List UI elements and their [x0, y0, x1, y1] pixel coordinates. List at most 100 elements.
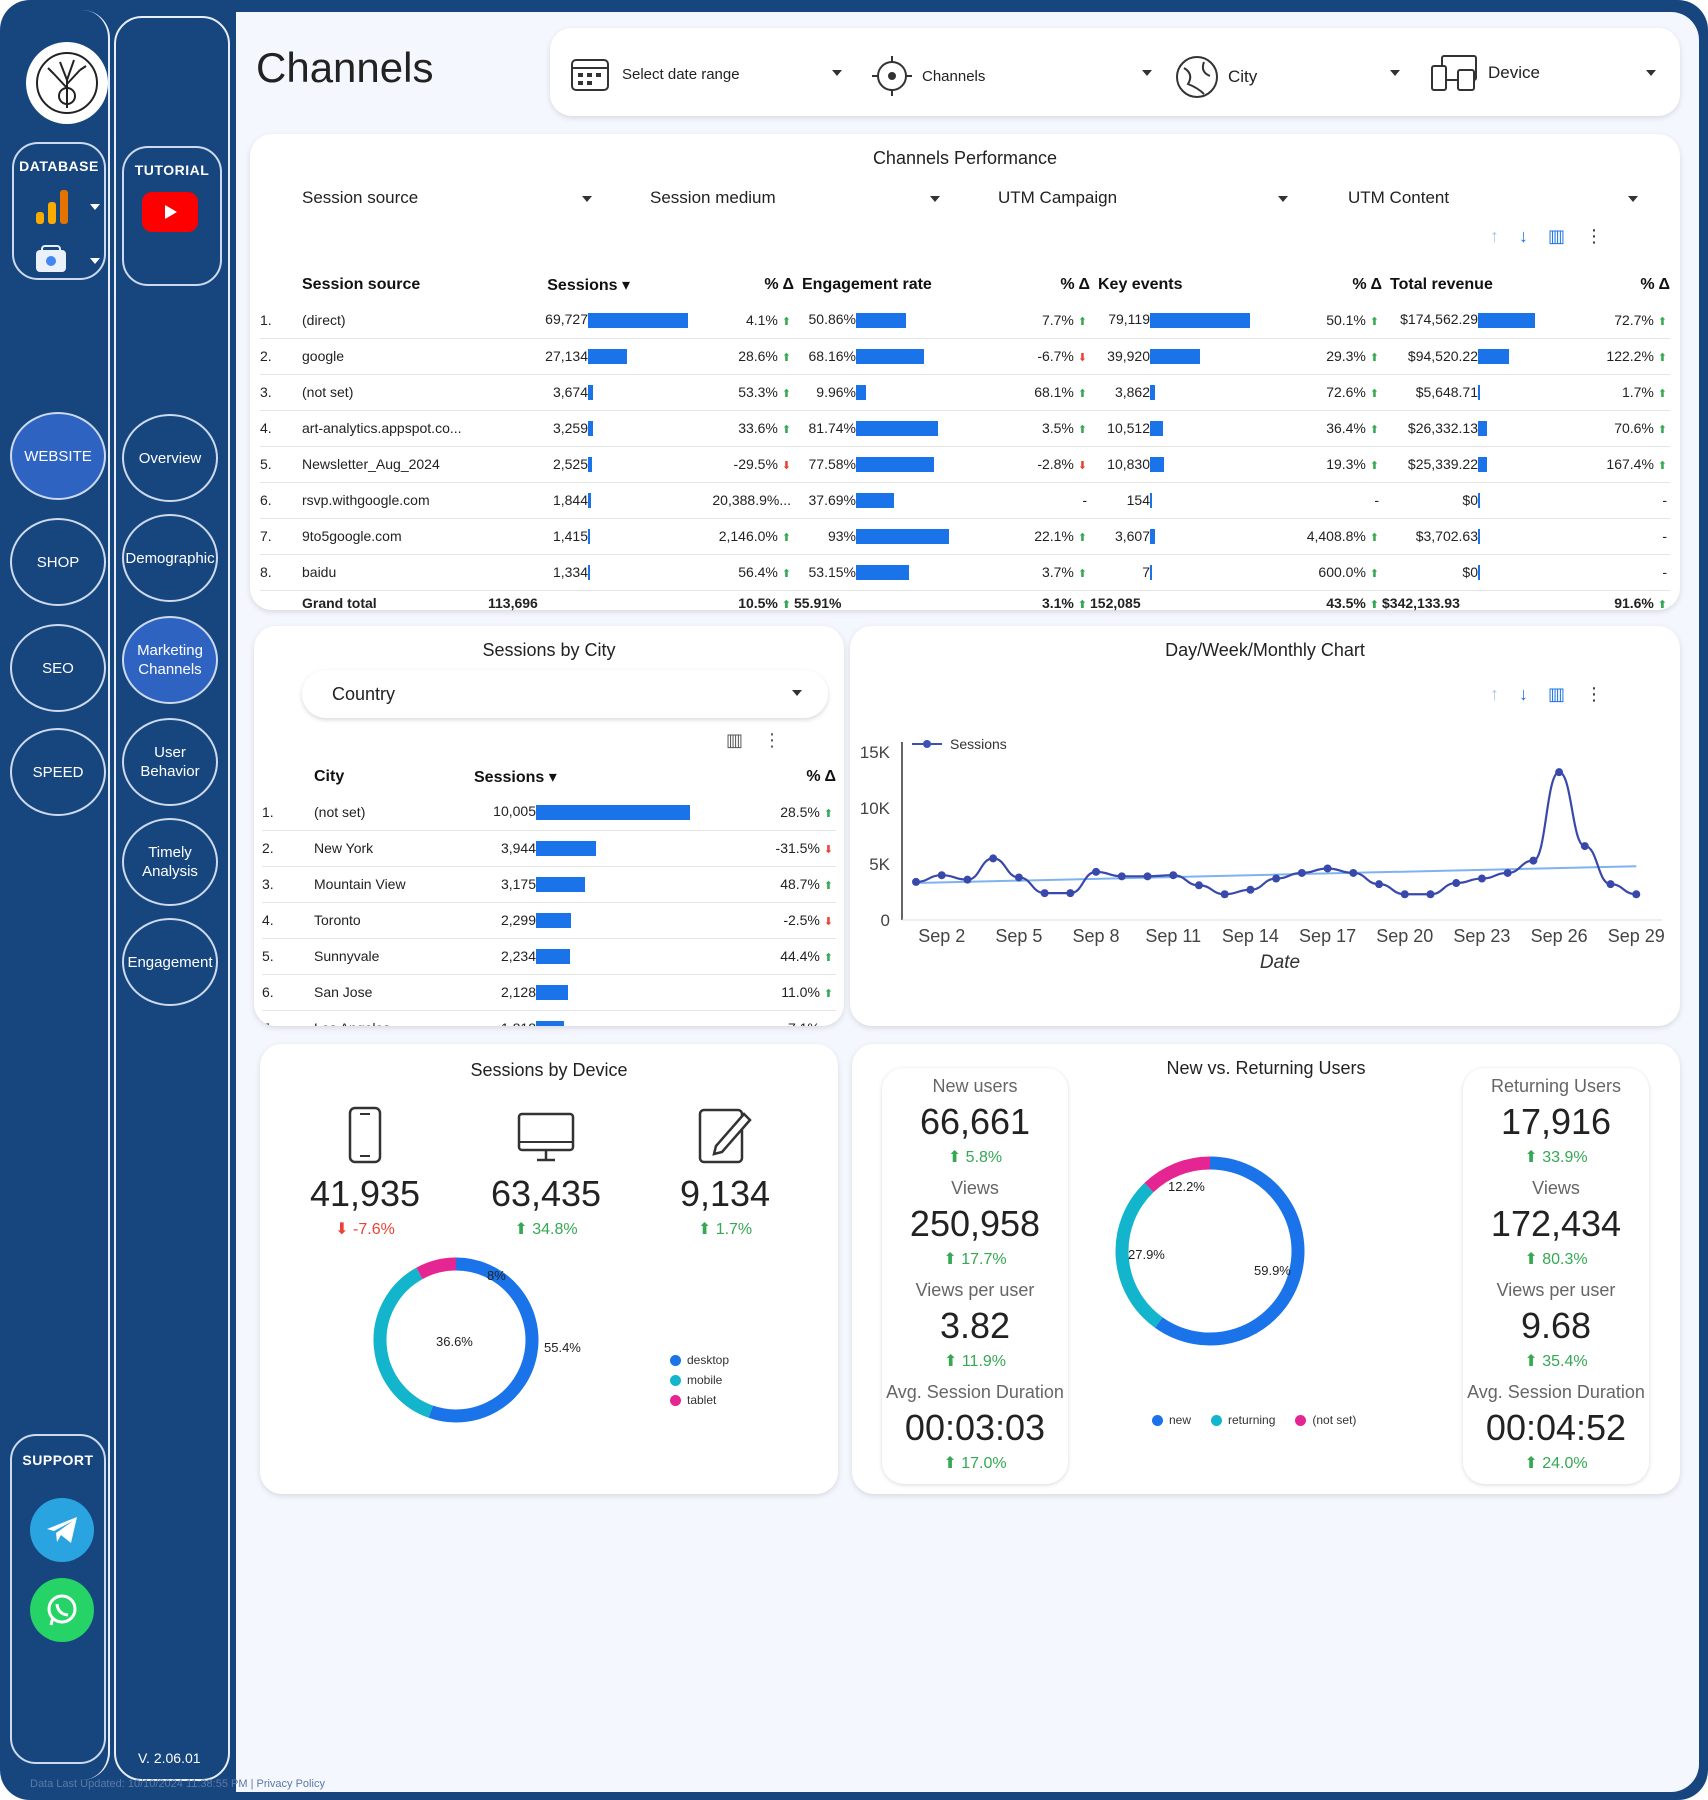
- data-point[interactable]: [1323, 864, 1332, 873]
- data-point[interactable]: [1169, 871, 1178, 880]
- legend-tablet[interactable]: tablet: [670, 1390, 729, 1410]
- nav-user-behavior[interactable]: User Behavior: [122, 718, 218, 806]
- table-row[interactable]: 7. 9to5google.com 1,415 2,146.0% ⬆ 93% 22.1% …: [260, 518, 1670, 555]
- chart-settings-icon[interactable]: ▥: [1548, 226, 1566, 246]
- data-point[interactable]: [1143, 872, 1152, 881]
- nav-overview[interactable]: Overview: [122, 414, 218, 502]
- sort-down-icon[interactable]: ↓: [1519, 226, 1528, 246]
- data-point[interactable]: [1426, 890, 1435, 899]
- brand-logo[interactable]: [26, 42, 108, 124]
- data-point[interactable]: [937, 871, 946, 880]
- col-key-events[interactable]: Key events: [1098, 276, 1183, 293]
- data-point[interactable]: [1220, 890, 1229, 899]
- data-point[interactable]: [1066, 889, 1075, 898]
- data-point[interactable]: [963, 875, 972, 884]
- youtube-icon[interactable]: [142, 192, 198, 232]
- device-slice-2[interactable]: [416, 1257, 457, 1280]
- sort-down-icon[interactable]: ↓: [1519, 684, 1528, 704]
- legend-desktop[interactable]: desktop: [670, 1350, 729, 1370]
- sort-up-icon[interactable]: ↑: [1490, 226, 1499, 246]
- users-slice-0[interactable]: [1154, 1156, 1305, 1346]
- table-row[interactable]: 5. Sunnyvale 2,234 44.4% ⬆: [262, 938, 836, 975]
- nav-timely-analysis[interactable]: Timely Analysis: [122, 818, 218, 906]
- table-row[interactable]: 3. (not set) 3,674 53.3% ⬆ 9.96% 68.1% ⬆ 3,862…: [260, 374, 1670, 411]
- whatsapp-icon[interactable]: [30, 1578, 94, 1642]
- legend-not-set[interactable]: (not set): [1295, 1410, 1356, 1430]
- table-row[interactable]: 1. (not set) 10,005 28.5% ⬆: [262, 794, 836, 831]
- shop-bag-icon[interactable]: [34, 244, 68, 279]
- table-row[interactable]: 1. (direct) 69,727 4.1% ⬆ 50.86% 7.7% ⬆ 79,119…: [260, 302, 1670, 339]
- col-sessions-delta[interactable]: % Δ: [764, 276, 794, 293]
- col-city-sessions[interactable]: Sessions ▾: [474, 769, 557, 786]
- sort-up-icon[interactable]: ↑: [1490, 684, 1499, 704]
- data-point[interactable]: [1117, 872, 1126, 881]
- data-point[interactable]: [1632, 890, 1641, 899]
- chevron-down-icon[interactable]: [90, 204, 100, 210]
- table-row[interactable]: 5. Newsletter_Aug_2024 2,525 -29.5% ⬇ 77.58%…: [260, 446, 1670, 483]
- device-slice-0[interactable]: [428, 1257, 539, 1423]
- device-filter[interactable]: Device: [1430, 54, 1660, 92]
- legend-new[interactable]: new: [1152, 1410, 1191, 1430]
- session-source-filter[interactable]: Session source: [302, 188, 592, 208]
- session-medium-filter[interactable]: Session medium: [650, 188, 940, 208]
- city-filter[interactable]: City: [1174, 54, 1404, 100]
- data-point[interactable]: [1014, 873, 1023, 882]
- analytics-icon[interactable]: [32, 188, 72, 231]
- nav-marketing-channels[interactable]: Marketing Channels: [122, 616, 218, 704]
- col-total-revenue[interactable]: Total revenue: [1390, 276, 1493, 293]
- nav-seo[interactable]: SEO: [10, 624, 106, 712]
- data-point[interactable]: [1400, 890, 1409, 899]
- nav-shop[interactable]: SHOP: [10, 518, 106, 606]
- table-row[interactable]: 2. New York 3,944 -31.5% ⬇: [262, 830, 836, 867]
- col-engagement-delta[interactable]: % Δ: [1060, 276, 1090, 293]
- col-key-events-delta[interactable]: % Δ: [1352, 276, 1382, 293]
- users-slice-1[interactable]: [1115, 1182, 1163, 1328]
- telegram-icon[interactable]: [30, 1498, 94, 1562]
- table-row[interactable]: 4. art-analytics.appspot.co... 3,259 33.6% …: [260, 410, 1670, 447]
- data-point[interactable]: [1452, 879, 1461, 888]
- table-row[interactable]: 2. google 27,134 28.6% ⬆ 68.16% -6.7% ⬇ 39,920…: [260, 338, 1670, 375]
- legend-mobile[interactable]: mobile: [670, 1370, 729, 1390]
- nav-demographic[interactable]: Demographic: [122, 514, 218, 602]
- more-options-icon[interactable]: ⋮: [1585, 684, 1604, 704]
- col-engagement-rate[interactable]: Engagement rate: [802, 276, 932, 293]
- utm-campaign-filter[interactable]: UTM Campaign: [998, 188, 1288, 208]
- utm-content-filter[interactable]: UTM Content: [1348, 188, 1638, 208]
- data-point[interactable]: [1272, 874, 1281, 883]
- data-point[interactable]: [1529, 856, 1538, 865]
- chart-settings-icon[interactable]: ▥: [726, 730, 744, 750]
- more-options-icon[interactable]: ⋮: [763, 730, 782, 750]
- chart-settings-icon[interactable]: ▥: [1548, 684, 1566, 704]
- table-row[interactable]: 6. San Jose 2,128 11.0% ⬆: [262, 974, 836, 1011]
- data-point[interactable]: [1349, 868, 1358, 877]
- device-slice-1[interactable]: [373, 1267, 433, 1418]
- col-session-source[interactable]: Session source: [302, 276, 421, 293]
- data-point[interactable]: [989, 854, 998, 863]
- data-point[interactable]: [1194, 881, 1203, 890]
- country-filter[interactable]: Country: [302, 670, 828, 718]
- data-point[interactable]: [1606, 880, 1615, 889]
- col-city[interactable]: City: [314, 768, 345, 785]
- data-point[interactable]: [1246, 885, 1255, 894]
- data-point[interactable]: [1503, 868, 1512, 877]
- data-point[interactable]: [1040, 889, 1049, 898]
- data-point[interactable]: [1297, 868, 1306, 877]
- chevron-down-icon[interactable]: [90, 258, 100, 264]
- nav-speed[interactable]: SPEED: [10, 728, 106, 816]
- nav-engagement[interactable]: Engagement: [122, 918, 218, 1006]
- more-options-icon[interactable]: ⋮: [1585, 226, 1604, 246]
- table-row[interactable]: 8. baidu 1,334 56.4% ⬆ 53.15% 3.7% ⬆ 7 600.0% ⬆…: [260, 554, 1670, 591]
- table-row[interactable]: 6. rsvp.withgoogle.com 1,844 20,388.9%... 3…: [260, 482, 1670, 519]
- col-sessions[interactable]: Sessions ▾: [547, 277, 630, 294]
- nav-website[interactable]: WEBSITE: [10, 412, 106, 500]
- table-row[interactable]: 3. Mountain View 3,175 48.7% ⬆: [262, 866, 836, 903]
- date-range-filter[interactable]: Select date range: [570, 54, 850, 94]
- channels-filter[interactable]: Channels: [870, 54, 1152, 98]
- col-city-delta[interactable]: % Δ: [806, 768, 836, 785]
- table-row[interactable]: 7.Los Angeles1,8187.1% ⬆: [262, 1010, 836, 1026]
- data-point[interactable]: [912, 877, 920, 886]
- data-point[interactable]: [1375, 880, 1384, 889]
- data-point[interactable]: [1092, 867, 1101, 876]
- users-slice-2[interactable]: [1144, 1156, 1211, 1193]
- table-row[interactable]: 4. Toronto 2,299 -2.5% ⬇: [262, 902, 836, 939]
